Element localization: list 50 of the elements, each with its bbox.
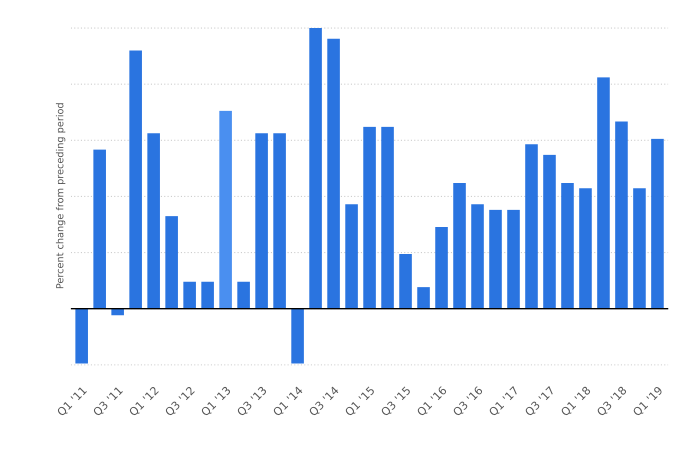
- bar: [183, 282, 196, 309]
- x-tick-label: Q3 '14: [308, 386, 340, 418]
- x-tick-label: Q1 '14: [272, 386, 304, 418]
- x-tick-label: Q3 '11: [92, 386, 124, 418]
- bar: [381, 126, 394, 309]
- x-tick-label: Q1 '18: [560, 386, 592, 418]
- y-axis-title: Percent change from preceding period: [56, 103, 66, 288]
- bar: [237, 282, 250, 309]
- bar: [327, 38, 340, 309]
- x-tick-label: Q1 '13: [200, 386, 232, 418]
- bar: [597, 77, 610, 309]
- x-tick-label: Q3 '12: [164, 386, 196, 418]
- bar: [255, 133, 268, 309]
- bar: [651, 138, 664, 309]
- bar: [417, 287, 430, 309]
- bar: [489, 210, 502, 309]
- bar: [507, 210, 520, 309]
- x-tick-label: Q3 '18: [596, 386, 628, 418]
- x-tick-label: Q1 '16: [416, 386, 448, 418]
- x-tick-label: Q1 '11: [56, 386, 88, 418]
- x-tick-label: Q1 '17: [488, 386, 520, 418]
- bar: [291, 308, 304, 364]
- bar: [75, 308, 88, 364]
- x-tick-label: Q1 '19: [632, 386, 664, 418]
- bar: [633, 188, 646, 309]
- bar: [309, 28, 322, 309]
- x-tick-label: Q3 '15: [380, 386, 412, 418]
- bar: [201, 282, 214, 309]
- bar: [219, 110, 232, 309]
- bar: [399, 254, 412, 309]
- bar: [543, 154, 556, 309]
- bar: [579, 188, 592, 309]
- bar: [561, 182, 574, 309]
- x-tick-label: Q1 '15: [344, 386, 376, 418]
- bar: [363, 126, 376, 309]
- bar: [525, 144, 538, 309]
- bar: [129, 50, 142, 309]
- bar: [93, 150, 106, 309]
- bar: [453, 182, 466, 309]
- bar: [615, 122, 628, 309]
- x-tick-label: Q3 '17: [524, 386, 556, 418]
- bar: [165, 216, 178, 309]
- bar: [345, 204, 358, 309]
- bar: [471, 204, 484, 309]
- bar: [273, 133, 286, 309]
- bar: [435, 227, 448, 309]
- x-tick-label: Q3 '16: [452, 386, 484, 418]
- x-tick-label: Q1 '12: [128, 386, 160, 418]
- bar: [147, 133, 160, 309]
- x-tick-label: Q3 '13: [236, 386, 268, 418]
